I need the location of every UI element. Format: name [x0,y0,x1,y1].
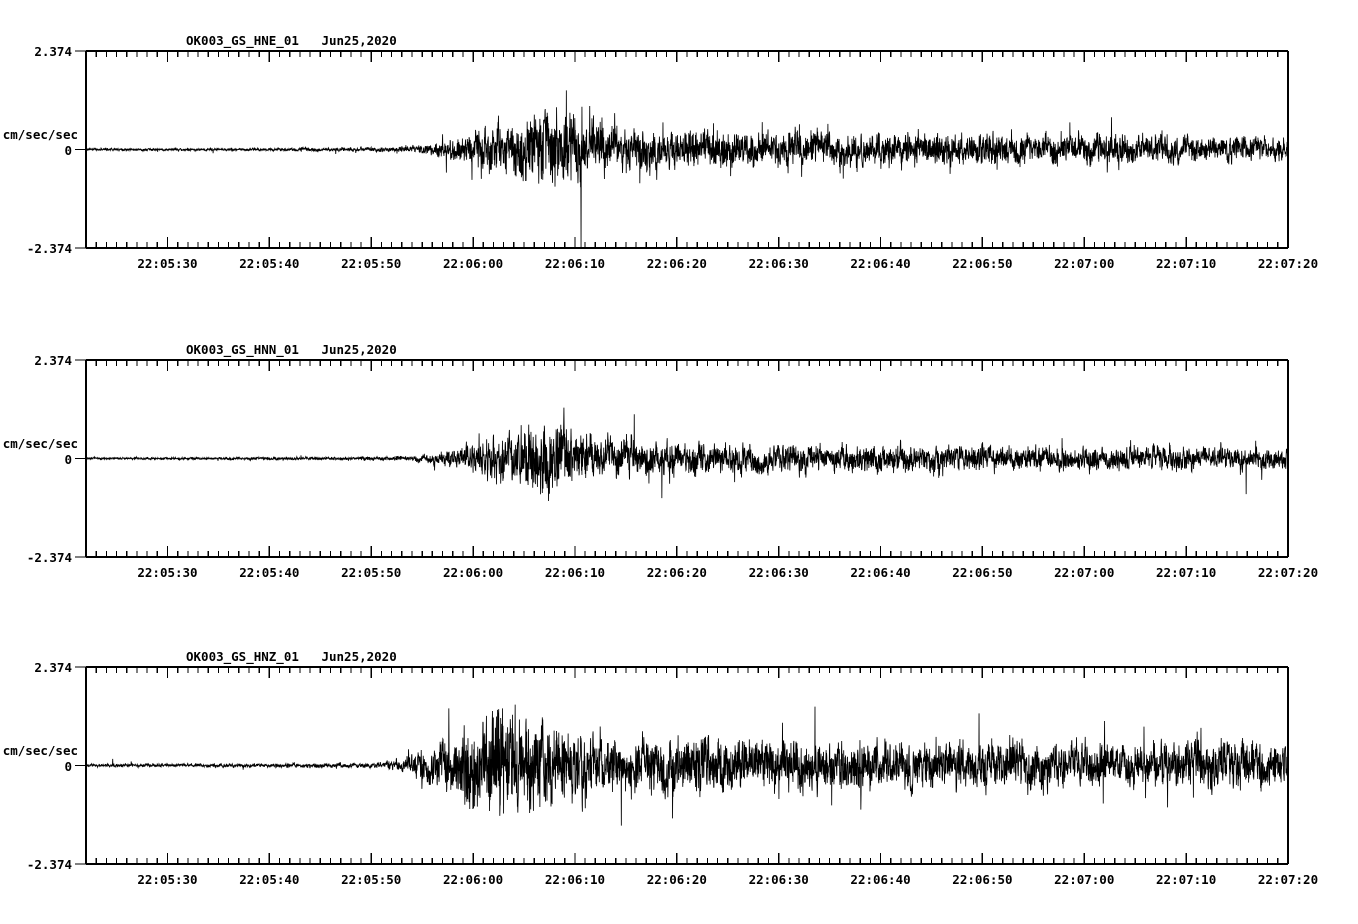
x-tick-label: 22:07:00 [1054,565,1115,580]
x-tick-label: 22:06:10 [544,256,606,271]
x-tick-label: 22:06:00 [442,256,504,271]
x-major-ticks [166,667,1289,864]
x-tick-label: 22:06:40 [850,256,911,271]
y-tick-label: 2.374 [34,660,72,675]
x-minor-ticks [85,360,1279,557]
x-tick-label: 22:07:20 [1257,565,1319,580]
x-tick-label: 22:05:30 [137,565,198,580]
axes-frame [85,50,1289,249]
waveform-trace [86,704,1288,826]
y-axis-unit-label: cm/sec/sec [2,126,78,142]
y-axis-unit-label: cm/sec/sec [2,435,78,451]
waveform-trace [86,90,1288,248]
waveform-trace [86,407,1288,501]
y-ticks [75,50,86,249]
x-tick-label: 22:06:40 [850,565,911,580]
y-tick-label: 2.374 [34,44,72,59]
panel-title: OK003_GS_HNE_01 Jun25,2020 [186,33,397,48]
x-tick-label: 22:07:00 [1054,872,1115,887]
x-tick-label: 22:06:20 [646,256,707,271]
x-tick-label: 22:05:50 [341,565,402,580]
y-tick-label: -2.374 [26,857,72,872]
x-tick-label: 22:05:50 [341,872,402,887]
x-minor-ticks [85,51,1279,248]
y-ticks [75,666,86,865]
x-tick-label: 22:05:40 [239,256,300,271]
axes-frame [85,666,1289,865]
x-tick-label: 22:06:50 [952,872,1013,887]
panel-title: OK003_GS_HNN_01 Jun25,2020 [186,342,397,357]
x-tick-label: 22:07:20 [1257,256,1319,271]
x-tick-label: 22:07:10 [1156,256,1217,271]
x-tick-label: 22:07:10 [1156,872,1217,887]
x-tick-label: 22:07:10 [1156,565,1217,580]
x-tick-label: 22:06:00 [442,872,504,887]
x-tick-label: 22:06:20 [646,565,707,580]
x-tick-label: 22:06:30 [748,565,809,580]
y-tick-label: 0 [64,758,72,774]
y-tick-label: 0 [64,142,72,158]
x-tick-label: 22:07:00 [1054,256,1115,271]
x-tick-label: 22:05:50 [341,256,402,271]
x-tick-label: 22:05:40 [239,872,300,887]
y-tick-label: -2.374 [26,550,72,565]
x-tick-label: 22:05:30 [137,256,198,271]
y-tick-label: 0 [64,451,72,467]
x-major-ticks [166,51,1289,248]
x-minor-ticks [85,667,1279,864]
y-ticks [75,359,86,558]
x-tick-label: 22:06:50 [952,565,1013,580]
x-tick-label: 22:06:50 [952,256,1013,271]
x-tick-label: 22:06:10 [544,872,606,887]
y-axis-unit-label: cm/sec/sec [2,742,78,758]
x-tick-label: 22:06:30 [748,872,809,887]
x-tick-label: 22:06:00 [442,565,504,580]
panel-title: OK003_GS_HNZ_01 Jun25,2020 [186,649,397,664]
y-tick-label: 2.374 [34,353,72,368]
axes-frame [85,359,1289,558]
x-tick-label: 22:05:30 [137,872,198,887]
x-major-ticks [166,360,1289,557]
x-tick-label: 22:06:20 [646,872,707,887]
x-tick-label: 22:05:40 [239,565,300,580]
y-tick-label: -2.374 [26,241,72,256]
x-tick-label: 22:06:10 [544,565,606,580]
x-tick-label: 22:06:30 [748,256,809,271]
x-tick-label: 22:07:20 [1257,872,1319,887]
x-tick-label: 22:06:40 [850,872,911,887]
